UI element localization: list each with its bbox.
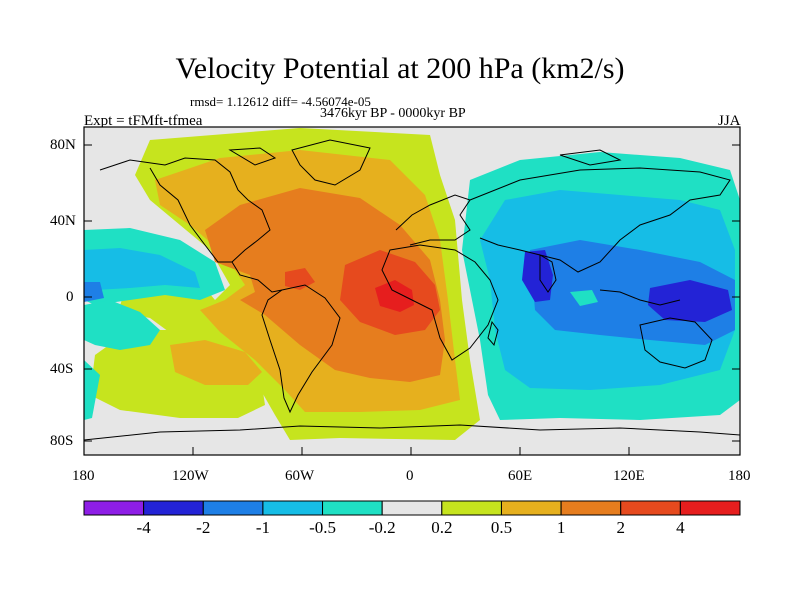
contour-cyan-sw bbox=[84, 300, 160, 350]
colorbar-label: -1 bbox=[255, 518, 270, 537]
contour-light-spot bbox=[570, 290, 598, 306]
colorbar-label: -0.2 bbox=[368, 518, 396, 537]
coastlines bbox=[84, 139, 740, 441]
lon-tick-label: 0 bbox=[406, 468, 414, 484]
colorbar-label: -0.5 bbox=[309, 518, 336, 537]
colorbar-swatch bbox=[202, 500, 264, 516]
contour-dark-orange bbox=[205, 188, 445, 382]
lon-tick-label: 120W bbox=[172, 468, 209, 484]
colorbar-swatch bbox=[679, 500, 741, 516]
lon-tick-label: 60E bbox=[508, 468, 533, 484]
colorbar-label: 1 bbox=[556, 518, 566, 537]
lat-tick-label: 40N bbox=[50, 213, 76, 229]
contour-lightblue-west bbox=[84, 248, 200, 290]
colorbar-swatch bbox=[322, 500, 383, 516]
contour-red-orange-small bbox=[285, 268, 315, 290]
lat-tick-label: 80S bbox=[50, 433, 74, 449]
lon-tick-label: 120E bbox=[613, 468, 645, 484]
map-title: Velocity Potential at 200 hPa (km2/s) bbox=[175, 52, 625, 85]
colorbar-label: -4 bbox=[136, 518, 151, 537]
plot-frame bbox=[83, 126, 741, 456]
contour-dark-blue-pacific bbox=[648, 280, 732, 322]
contour-red-core bbox=[375, 280, 414, 312]
stats-line: rmsd= 1.12612 diff= -4.56074e-05 bbox=[190, 94, 371, 109]
lat-tick-label: 40S bbox=[50, 361, 74, 377]
colorbar-swatch bbox=[500, 500, 562, 516]
lon-tick-label: 180 bbox=[72, 468, 95, 484]
period-label: 3476kyr BP - 0000kyr BP bbox=[320, 106, 466, 121]
colorbar-label: 0.2 bbox=[431, 518, 453, 537]
colorbar-swatch bbox=[381, 500, 443, 516]
colorbar-label: -2 bbox=[196, 518, 211, 537]
experiment-label: Expt = tFMft-tfmea bbox=[84, 113, 203, 129]
contour-cyan-se bbox=[84, 360, 100, 420]
colorbar-swatch bbox=[560, 500, 622, 516]
lat-tick-label: 0 bbox=[66, 289, 74, 305]
colorbar-label: 4 bbox=[676, 518, 685, 537]
colorbar-swatch bbox=[620, 500, 681, 516]
colorbar-swatch bbox=[143, 500, 204, 516]
colorbar-label: 2 bbox=[616, 518, 625, 537]
tick-marks bbox=[83, 144, 741, 455]
colorbar-label: 0.5 bbox=[490, 518, 513, 537]
lon-tick-label: 180 bbox=[728, 468, 751, 484]
lat-tick-label: 80N bbox=[50, 137, 76, 153]
lon-tick-label: 60W bbox=[285, 468, 315, 484]
season-label: JJA bbox=[718, 113, 741, 129]
contour-orange-pacific bbox=[170, 340, 262, 385]
colorbar-swatch bbox=[441, 500, 502, 516]
colorbar-swatch bbox=[83, 500, 145, 516]
colorbar-swatch bbox=[262, 500, 324, 516]
contour-dark-blue-indian bbox=[522, 250, 553, 302]
